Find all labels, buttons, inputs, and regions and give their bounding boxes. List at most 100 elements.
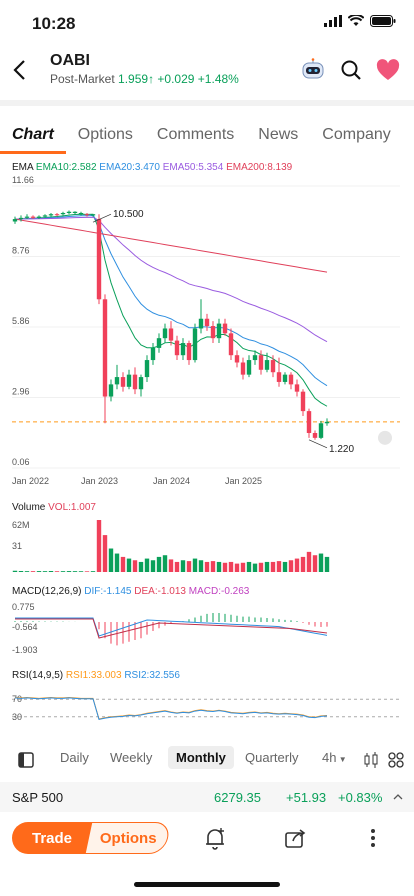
macd-chart: 0.775 -0.564 -1.903 — [12, 602, 328, 655]
macd-tick: -0.564 — [12, 622, 38, 632]
candle-body — [150, 347, 156, 361]
volume-bar — [54, 571, 60, 572]
volume-bar — [324, 556, 330, 572]
options-button-label: Options — [99, 829, 157, 847]
period-4h-label: 4h — [322, 750, 337, 765]
ema10-value: EMA10:2.582 — [35, 162, 97, 173]
volume-bar — [240, 562, 246, 572]
post-market-price: 1.959 — [118, 72, 149, 86]
index-change: +51.93 — [286, 790, 327, 805]
candle-body — [192, 328, 198, 361]
candle-body — [210, 326, 216, 339]
layout-toggle-icon[interactable] — [18, 752, 34, 768]
stock-header: OABI Post-Market 1.959↑ +0.029 +1.48% — [0, 44, 414, 100]
period-weekly[interactable]: Weekly — [110, 750, 153, 765]
volume-bar — [186, 561, 192, 572]
period-selector: Daily Weekly Monthly Quarterly 4h ▼ — [0, 742, 414, 776]
candle-body — [126, 374, 132, 387]
candlestick-settings-icon[interactable] — [364, 752, 378, 768]
home-indicator — [134, 882, 280, 887]
candle-body — [264, 360, 270, 370]
back-arrow-icon[interactable] — [10, 58, 30, 82]
share-icon[interactable] — [284, 827, 306, 849]
high-label: 10.500 — [113, 209, 144, 220]
volume-bar — [12, 570, 18, 572]
more-options-icon[interactable] — [370, 828, 376, 848]
status-bar: 10:28 — [0, 0, 414, 44]
volume-bar — [312, 555, 318, 572]
macd-legend: MACD(12,26,9) DIF:-1.145 DEA:-1.013 MACD… — [12, 586, 249, 597]
volume-bar — [252, 563, 258, 572]
grid-menu-icon[interactable] — [388, 752, 404, 768]
volume-bar — [78, 571, 84, 572]
low-pointer — [308, 439, 328, 449]
tab-comments[interactable]: Comments — [156, 126, 235, 143]
macd-tick: -1.903 — [12, 645, 38, 655]
volume-bar — [102, 535, 108, 572]
tab-chart[interactable]: Chart — [0, 120, 66, 154]
candle-body — [18, 217, 24, 220]
robot-assistant-icon[interactable] — [300, 58, 326, 82]
chevron-up-icon[interactable] — [393, 793, 403, 801]
candle-body — [24, 216, 30, 218]
volume-bar — [150, 560, 156, 572]
tab-options[interactable]: Options — [77, 126, 133, 143]
volume-bar — [228, 561, 234, 572]
status-time: 10:28 — [32, 14, 76, 33]
index-value: 6279.35 — [214, 790, 261, 805]
period-quarterly[interactable]: Quarterly — [245, 750, 299, 765]
volume-bar — [132, 560, 138, 572]
status-icons — [324, 15, 396, 27]
macd-dea-line — [15, 618, 328, 639]
ema200-value: EMA200:8.139 — [226, 162, 293, 173]
ema20-value: EMA20:3.470 — [99, 162, 160, 173]
candle-body — [312, 432, 318, 438]
period-monthly[interactable]: Monthly — [168, 746, 234, 769]
candle-body — [300, 391, 306, 412]
y-tick-label: 0.06 — [12, 457, 30, 467]
ema20-line — [14, 215, 328, 387]
y-tick-label: 8.76 — [12, 246, 30, 256]
add-alert-bell-icon[interactable] — [204, 826, 226, 850]
macd-dif: DIF:-1.145 — [84, 586, 132, 597]
macd-value: MACD:-0.263 — [188, 586, 250, 597]
price-chart[interactable]: 11.66 8.76 5.86 2.96 0.06 Jan 2022 Jan 2023 Jan… — [0, 176, 414, 494]
volume-bar — [30, 571, 36, 572]
volume-bar — [138, 561, 144, 572]
volume-bar — [126, 558, 132, 572]
candle-body — [156, 338, 162, 348]
tab-company[interactable]: Company — [322, 126, 391, 143]
y-tick-label: 5.86 — [12, 316, 30, 326]
header-actions — [300, 58, 400, 82]
favorite-heart-icon[interactable] — [376, 59, 400, 81]
volume-value: VOL:1.007 — [48, 502, 96, 513]
battery-icon — [370, 15, 396, 27]
candle-body — [288, 374, 294, 385]
volume-chart: 62M 31 — [12, 520, 330, 572]
index-ticker-bar[interactable]: S&P 500 6279.35 +51.93 +0.83% — [0, 782, 414, 812]
candle-body — [174, 340, 180, 356]
candle-body — [204, 318, 210, 327]
candle-body — [72, 211, 78, 213]
volume-bar — [234, 563, 240, 572]
candle-body — [108, 384, 114, 397]
volume-bar — [198, 560, 204, 572]
options-button[interactable]: Options — [84, 822, 172, 854]
tab-news[interactable]: News — [258, 126, 299, 143]
volume-legend: Volume VOL:1.007 — [12, 502, 96, 513]
candle-body — [60, 212, 66, 215]
macd-label: MACD(12,26,9) — [12, 586, 82, 597]
volume-bar — [108, 548, 114, 572]
candle-body — [240, 362, 246, 375]
volume-bar — [156, 556, 162, 572]
volume-bar — [222, 562, 228, 572]
volume-bar — [210, 561, 216, 572]
period-4h[interactable]: 4h ▼ — [322, 750, 347, 765]
period-daily[interactable]: Daily — [60, 750, 89, 765]
search-icon[interactable] — [340, 59, 362, 81]
trade-button[interactable]: Trade — [12, 822, 92, 854]
candle-body — [276, 372, 282, 382]
volume-bar — [288, 560, 294, 572]
candle-body — [144, 360, 150, 378]
volume-bar — [36, 571, 42, 572]
